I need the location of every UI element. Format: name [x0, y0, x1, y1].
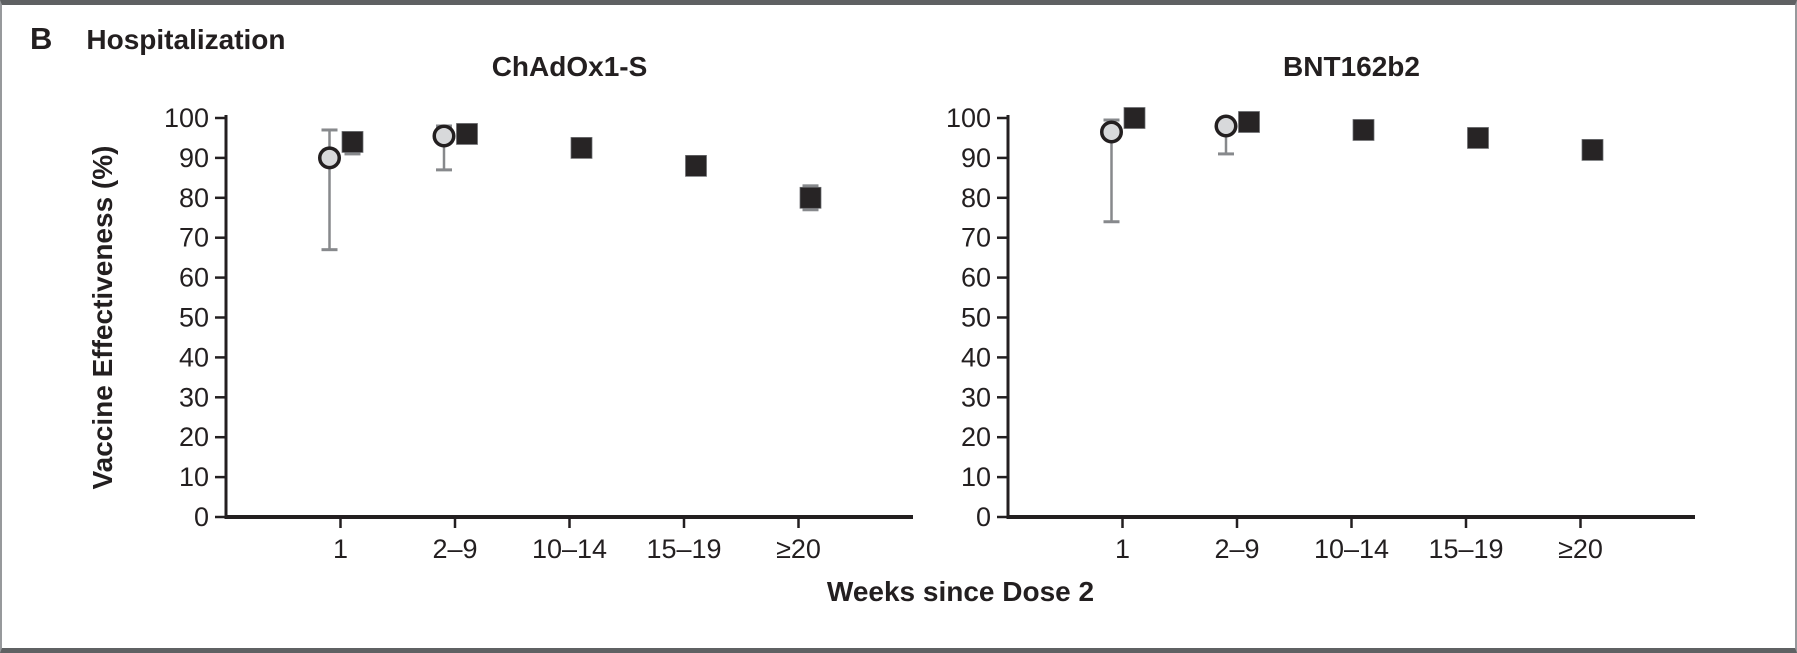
- y-axis-title: Vaccine Effectiveness (%): [87, 146, 118, 490]
- data-point-square: [685, 155, 707, 177]
- data-point-circle: [318, 146, 341, 170]
- y-tick-label: 80: [961, 183, 991, 213]
- data-point-circle: [432, 124, 456, 148]
- y-tick-label: 60: [179, 263, 209, 293]
- x-tick-label: 1: [333, 534, 348, 564]
- panel-title: ChAdOx1-S: [492, 51, 648, 82]
- y-tick-label: 80: [179, 183, 209, 213]
- y-tick-label: 50: [961, 303, 991, 333]
- y-tick-label: 30: [961, 382, 991, 412]
- x-tick-label: ≥20: [776, 534, 821, 564]
- data-point-square: [1352, 119, 1375, 141]
- data-point-square: [570, 137, 593, 159]
- x-axis-title: Weeks since Dose 2: [827, 576, 1094, 607]
- y-tick-label: 60: [961, 263, 991, 293]
- y-tick-label: 20: [179, 422, 209, 452]
- y-tick-label: 0: [976, 502, 991, 532]
- y-tick-label: 100: [946, 103, 991, 133]
- y-tick-label: 40: [961, 342, 991, 372]
- panel-letter: B: [30, 21, 53, 56]
- panel-chadox1-s: ChAdOx1-S 0 10 20 30 40 50 60 70 80 90 100 1 2–9 10–14…: [164, 51, 913, 564]
- y-tick-label: 70: [179, 223, 209, 253]
- x-tick-label: 1: [1115, 534, 1130, 564]
- data-point-square: [1467, 127, 1489, 149]
- data-point-square: [799, 186, 822, 209]
- x-tick-label: 2–9: [1214, 534, 1259, 564]
- y-tick-label: 0: [194, 502, 209, 532]
- x-tick-label: 2–9: [432, 534, 477, 564]
- y-tick-label: 100: [164, 103, 209, 133]
- data-point-square: [341, 131, 364, 153]
- panel-bnt162b2: BNT162b2 0 10 20 30 40 50 60 70 80 90 100 1 2–9 10–14 1…: [946, 51, 1695, 564]
- panel-heading: Hospitalization: [86, 24, 286, 55]
- figure-header: B Hospitalization: [30, 21, 286, 57]
- y-tick-label: 40: [179, 342, 209, 372]
- data-point-square: [1581, 139, 1604, 161]
- x-tick-label: 10–14: [1314, 534, 1389, 564]
- data-point-square: [1238, 111, 1260, 133]
- x-tick-label: 15–19: [646, 534, 721, 564]
- y-tick-label: 90: [961, 143, 991, 173]
- data-point-circle: [1214, 114, 1238, 138]
- y-tick-label: 20: [961, 422, 991, 452]
- y-tick-label: 90: [179, 143, 209, 173]
- data-point-square: [456, 123, 478, 145]
- y-tick-label: 30: [179, 382, 209, 412]
- x-tick-label: 15–19: [1428, 534, 1503, 564]
- data-point-square: [1123, 107, 1146, 129]
- y-tick-label: 10: [961, 462, 991, 492]
- data-point-circle: [1100, 120, 1123, 144]
- panel-title: BNT162b2: [1283, 51, 1420, 82]
- x-tick-label: ≥20: [1558, 534, 1603, 564]
- y-tick-label: 70: [961, 223, 991, 253]
- x-tick-label: 10–14: [532, 534, 607, 564]
- y-tick-label: 50: [179, 303, 209, 333]
- y-tick-label: 10: [179, 462, 209, 492]
